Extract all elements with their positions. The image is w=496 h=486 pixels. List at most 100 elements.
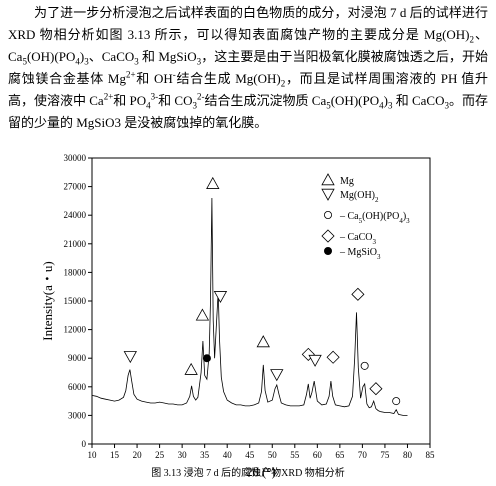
text-run: -: [172, 69, 176, 80]
x-axis-label: 2θ (°): [246, 464, 276, 479]
x-tick-label: 85: [426, 450, 436, 460]
text-run: 结合生成沉淀物质 Ca: [204, 93, 327, 108]
text-run: 2+: [126, 69, 136, 80]
text-run: 4: [379, 100, 384, 111]
legend-label: Mg(OH)2: [340, 190, 379, 204]
legend-label: – Ca5(OH)(PO4)3: [339, 211, 410, 225]
marker: [213, 291, 228, 304]
y-axis-label: Intensity(a・u): [40, 261, 55, 340]
marker: [270, 369, 284, 382]
legend-text-run: Mg: [340, 176, 354, 187]
legend-text-run: 3: [406, 217, 410, 225]
x-tick-label: 55: [290, 450, 300, 460]
x-tick-label: 35: [200, 450, 210, 460]
text-run: (OH)(PO: [26, 49, 76, 64]
marker: [184, 362, 198, 375]
text-run: 、CaCO: [88, 49, 135, 64]
legend-text-run: 5: [359, 217, 363, 225]
text-run: 2: [280, 78, 286, 89]
text-run: 2: [469, 34, 475, 45]
text-run: 和 CaCO: [392, 93, 445, 108]
text-run: 3: [196, 56, 202, 67]
marker: [195, 308, 210, 321]
y-tick-label: 21000: [64, 239, 87, 249]
legend-text-run: 3: [373, 238, 377, 246]
y-tick-label: 15000: [64, 296, 87, 306]
marker: [351, 287, 365, 301]
text-run: 。而存留的少量的 MgSiO3 是没被腐蚀掉的氧化膜。: [8, 93, 488, 130]
paragraph: 为了进一步分析浸泡之后试样表面的白色物质的成分，对浸泡 7 d 后的试样进行 X…: [8, 2, 488, 134]
text-run: ，而且是试样周围溶液的 PH 值升高，使溶液中 Ca: [8, 71, 489, 108]
y-tick-label: 24000: [64, 210, 87, 220]
text-run: 3: [134, 56, 139, 67]
y-tick-label: 18000: [64, 267, 87, 277]
text-run: (OH)(PO: [330, 93, 380, 108]
legend-text-run: – Ca: [339, 211, 359, 222]
legend-label: Mg: [340, 176, 354, 187]
text-run: 4: [75, 56, 80, 67]
y-tick-label: 3000: [68, 410, 87, 420]
legend-text-run: Mg(OH): [340, 190, 375, 201]
marker: [321, 229, 335, 243]
marker: [392, 397, 401, 406]
text-run: 结合生成 Mg(OH): [175, 71, 281, 86]
y-tick-label: 6000: [68, 382, 87, 392]
marker: [369, 382, 383, 396]
x-tick-label: 60: [313, 450, 323, 460]
x-tick-label: 20: [133, 450, 143, 460]
x-tick-label: 50: [268, 450, 278, 460]
marker: [323, 211, 332, 220]
marker: [360, 361, 369, 370]
text-run: 和 MgSiO: [138, 49, 197, 64]
y-tick-label: 9000: [68, 353, 87, 363]
marker: [123, 351, 137, 364]
legend-text-run: – CaCO: [339, 232, 373, 243]
text-run: 2-: [197, 91, 205, 102]
marker: [202, 354, 211, 363]
y-tick-label: 27000: [64, 182, 87, 192]
x-tick-label: 45: [245, 450, 255, 460]
caption: 图 3.13 浸泡 7 d 后的腐蚀产物XRD 物相分析: [151, 466, 345, 479]
marker: [326, 350, 340, 364]
x-tick-label: 80: [403, 450, 413, 460]
text-run: 5: [326, 100, 331, 111]
text-run: 4: [146, 100, 151, 111]
x-tick-label: 25: [155, 450, 165, 460]
text-run: 3: [192, 100, 198, 111]
legend-text-run: 3: [377, 253, 381, 261]
text-run: 和 OH: [135, 71, 173, 86]
legend-text-run: 4: [399, 217, 403, 225]
chart: 图 3.13 浸泡 7 d 后的腐蚀产物XRD 物相分析 10 15 20 25 30 3…: [40, 153, 436, 479]
text-run: ，这主要是由于当阳极氧化膜被腐蚀透之后，开始腐蚀镁合金基体 Mg: [8, 49, 488, 86]
y-tick-label: 30000: [64, 153, 87, 163]
legend-label: – MgSiO3: [339, 247, 381, 261]
text-run: 3: [387, 100, 393, 111]
text-run: 3: [444, 100, 449, 111]
marker: [321, 173, 335, 186]
legend-text-run: 2: [375, 196, 379, 204]
legend-label: – CaCO3: [339, 232, 377, 246]
xrd-line: [91, 197, 408, 416]
text-run: ): [383, 93, 388, 108]
marker: [308, 354, 322, 367]
x-tick-label: 70: [358, 450, 368, 460]
x-tick-label: 30: [178, 450, 188, 460]
text-run: 为了进一步分析浸泡之后试样表面的白色物质的成分，对浸泡 7 d 后的试样进行 X…: [8, 5, 488, 42]
text-run: 3: [84, 56, 89, 67]
x-tick-label: 10: [88, 450, 98, 460]
marker: [323, 247, 332, 256]
text-run: 5: [22, 56, 27, 67]
text-run: 和 CO: [158, 93, 193, 108]
y-tick-label: 12000: [64, 325, 87, 335]
y-tick-label: 0: [82, 439, 87, 449]
legend-text-run: – MgSiO: [339, 247, 377, 258]
marker: [256, 335, 270, 348]
text-run: 2+: [103, 91, 114, 102]
text-run: ): [79, 49, 85, 64]
text-run: 和 PO: [113, 93, 147, 108]
text-run: 、Ca: [8, 27, 488, 64]
x-tick-label: 65: [335, 450, 345, 460]
legend-text-run: (OH)(PO: [362, 211, 399, 222]
x-tick-label: 75: [380, 450, 390, 460]
